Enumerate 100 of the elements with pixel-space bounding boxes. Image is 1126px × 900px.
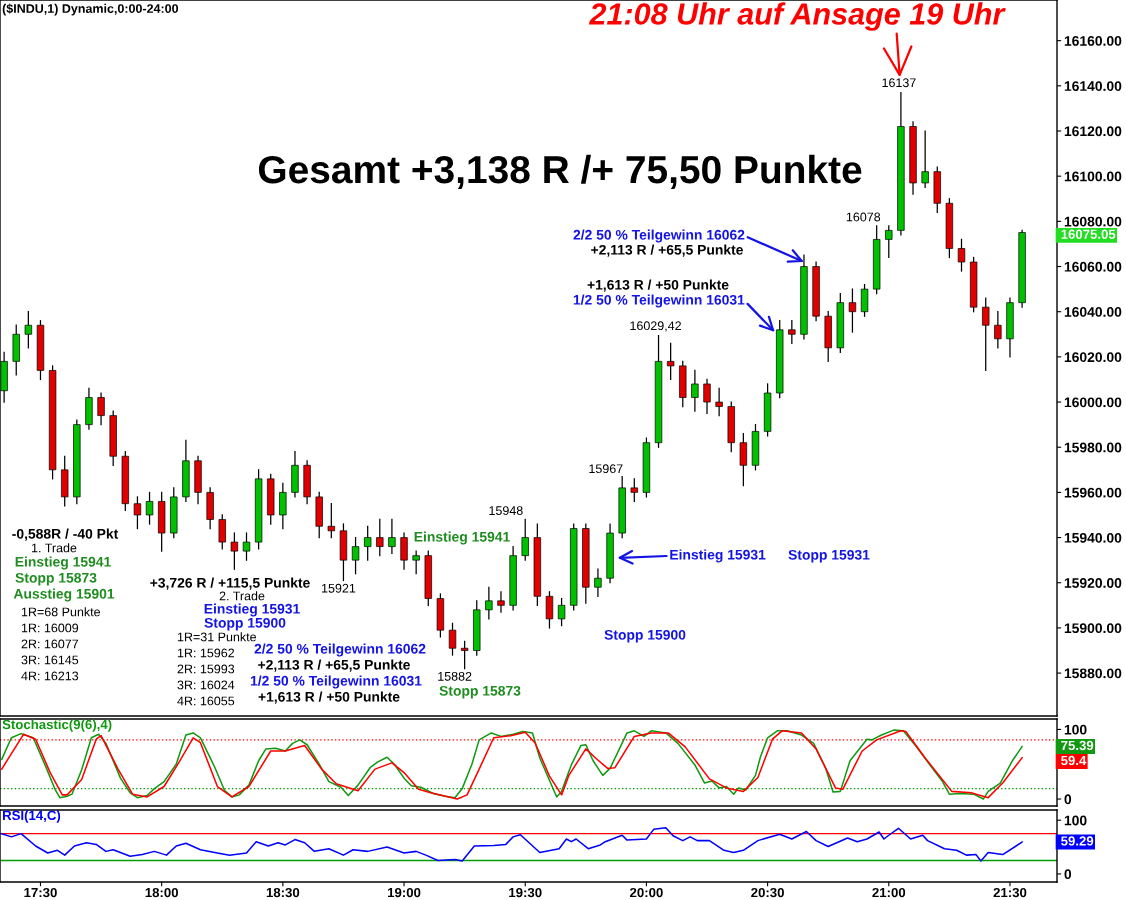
candlestick [497,591,505,613]
candlestick [376,518,384,557]
annotation: 1R=68 Punkte [21,607,101,617]
y-tick-label: 15900.00 [1064,623,1122,634]
y-tick-label: 16140.00 [1064,81,1122,91]
text: 16075.05 [1061,229,1116,239]
candlestick [448,622,457,656]
annotation: +3,726 R / +115,5 Punkte [150,577,310,590]
candlestick [351,536,360,575]
y-tick-label: 16020.00 [1064,352,1122,363]
annotation: Einstieg 15931 [204,603,300,617]
y-tick-label: 16000.00 [1064,397,1122,408]
annotation: 15882 [438,671,472,681]
x-tick-label: 20:00 [630,887,663,898]
chart-title: RSI(14,C) [3,810,61,823]
y-tick-label: 16160.00 [1064,35,1122,46]
y-tick-label: 100 [1064,724,1087,735]
annotation: 2. Trade [219,591,265,601]
y-tick-label: 16080.00 [1064,216,1122,227]
x-tick-label: 19:00 [388,887,421,898]
candlestick [230,532,239,570]
annotation: 15948 [489,506,523,516]
annotation: Stopp 15873 [439,685,521,699]
annotation: Einstieg 15931 [670,549,766,563]
annotation: 2/2 50 % Teilgewinn 16062 [573,229,745,243]
candlestick [242,532,251,561]
annotation: 15921 [322,583,356,593]
candlestick [703,378,711,414]
x-tick-label: 21:00 [872,887,906,898]
annotation: +1,613 R / +50 Punkte [258,691,400,704]
annotation: 2/2 50 % Teilgewinn 16062 [254,643,426,657]
y-tick-label: 15880.00 [1064,668,1122,679]
candlestick [994,311,1002,349]
annotation: Ausstieg 15901 [13,588,115,602]
candlestick [982,297,990,372]
text: 75.39 [1061,740,1094,751]
y-tick-label: 16060.00 [1064,261,1122,272]
candlestick [97,392,105,426]
candlestick [557,597,566,627]
candlestick [715,387,723,417]
y-tick-label: 0 [1064,869,1072,880]
annotation: Stopp 15900 [204,617,286,631]
annotation: 15967 [589,464,623,474]
annotation: Einstieg 15941 [15,556,111,570]
annotation: Gesamt +3,138 R /+ 75,50 Punkte [258,154,862,190]
candlestick [848,288,857,333]
candlestick [460,640,469,670]
x-tick-label: 19:30 [509,887,542,898]
annotation: 1R: 15962 [177,648,235,658]
candlestick [630,478,638,503]
annotation: 3R: 16024 [177,680,235,690]
text: 59.29 [1061,836,1094,846]
chart-title: Stochastic(9(6),4) [2,719,112,732]
y-tick-label: 0 [1064,794,1072,805]
candlestick [885,225,893,259]
chart-title: ($INDU,1) Dynamic,0:00-24:00 [2,3,179,16]
y-tick-label: 15980.00 [1064,442,1122,453]
candlestick [921,130,929,189]
candlestick [545,591,554,629]
x-tick-label: 20:30 [751,887,784,898]
candlestick [388,518,396,555]
x-tick-label: 17:30 [24,887,57,898]
annotation: 1/2 50 % Teilgewinn 16031 [573,294,745,308]
annotation: 1R: 16009 [21,623,79,633]
candlestick [133,496,142,530]
text: 59.4 [1061,755,1087,766]
candlestick [145,491,154,525]
annotation: Stopp 15900 [604,629,686,643]
annotation: 4R: 16213 [21,671,79,681]
candlestick [860,283,869,317]
y-tick-label: 100 [1064,815,1087,826]
candlestick [364,525,372,561]
annotation: 2R: 15993 [177,664,235,674]
annotation: 21:08 Uhr auf Ansage 19 Uhr [589,2,1006,31]
candlestick [739,433,748,487]
annotation: 16137 [882,78,916,88]
annotation: 4R: 16055 [177,696,235,706]
x-tick-label: 21:30 [993,887,1027,898]
candlestick [691,369,699,412]
candlestick [521,518,529,561]
annotation: 2R: 16077 [21,639,79,649]
y-tick-label: 16040.00 [1064,307,1122,317]
candlestick [788,320,796,344]
annotation: +2,113 R / +65,5 Punkte [591,244,743,257]
y-tick-label: 16120.00 [1064,126,1122,137]
annotation: Einstieg 15941 [414,531,510,545]
candlestick [666,342,675,381]
annotation: 16029,42 [630,321,681,332]
x-tick-label: 18:30 [266,887,300,898]
candlestick [218,514,226,550]
annotation: 1R=31 Punkte [177,632,257,642]
candlestick [24,311,33,349]
y-tick-label: 15940.00 [1064,532,1122,543]
candlestick [327,503,336,539]
annotation: -0,588R / -40 Pkt [12,528,119,541]
y-tick-label: 15960.00 [1064,487,1122,498]
candlestick [400,532,408,570]
annotation: 3R: 16145 [21,655,79,665]
x-tick-label: 18:00 [145,887,178,898]
annotation: 16078 [846,212,881,222]
